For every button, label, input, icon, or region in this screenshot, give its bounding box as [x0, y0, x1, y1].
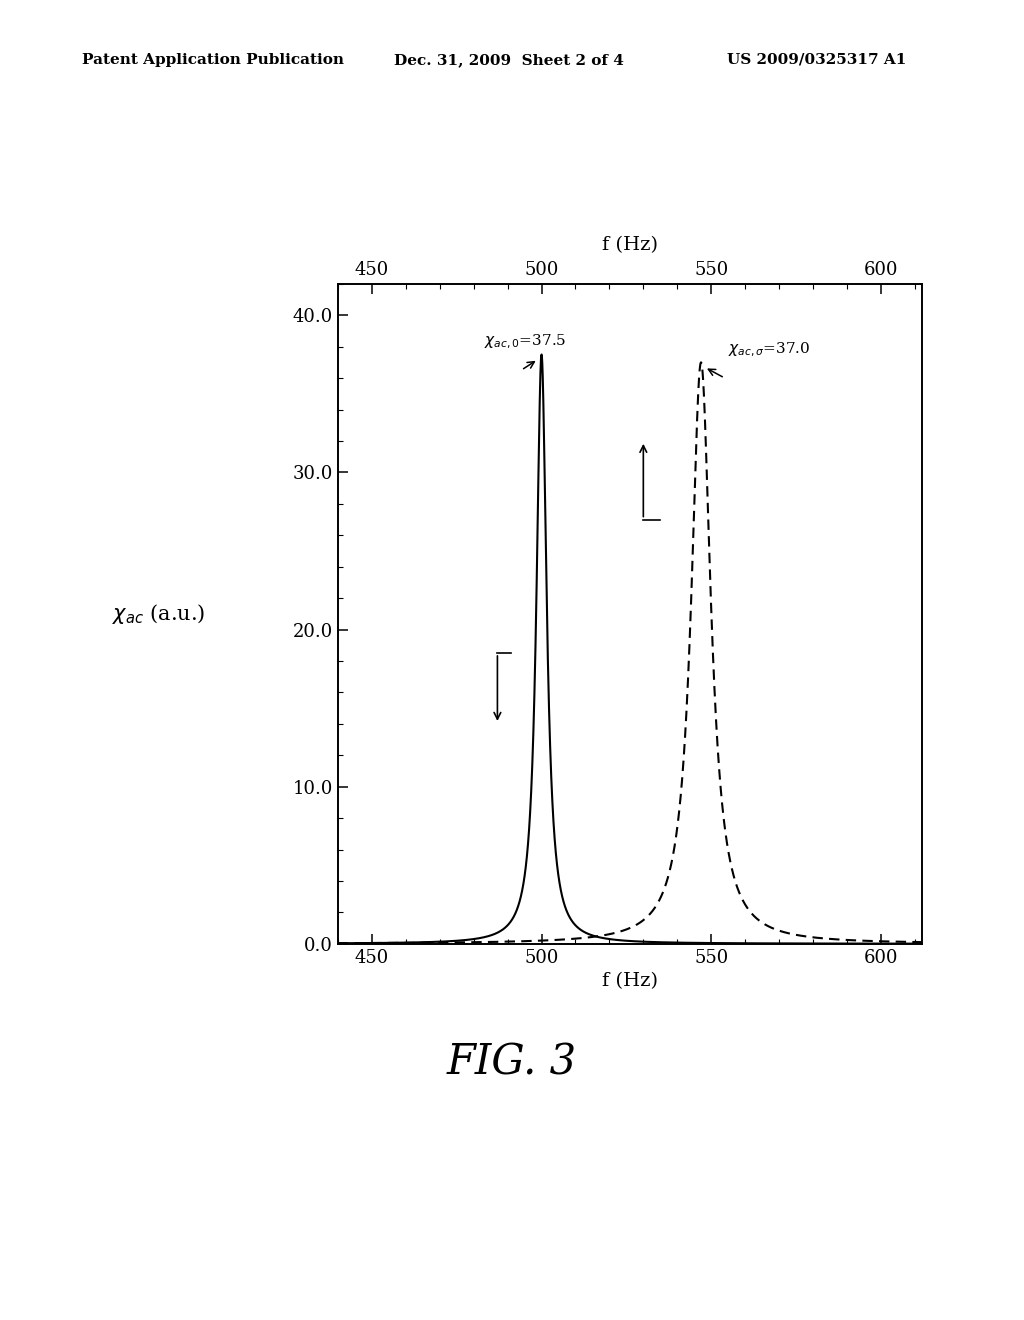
- Text: Dec. 31, 2009  Sheet 2 of 4: Dec. 31, 2009 Sheet 2 of 4: [394, 53, 624, 67]
- Text: $\chi_{ac,0}$=37.5: $\chi_{ac,0}$=37.5: [483, 333, 566, 351]
- Text: FIG. 3: FIG. 3: [446, 1041, 578, 1084]
- X-axis label: f (Hz): f (Hz): [602, 973, 657, 990]
- Text: US 2009/0325317 A1: US 2009/0325317 A1: [727, 53, 906, 67]
- Text: Patent Application Publication: Patent Application Publication: [82, 53, 344, 67]
- Text: $\chi_{ac}$ (a.u.): $\chi_{ac}$ (a.u.): [112, 602, 206, 626]
- Text: $\chi_{ac,\sigma}$=37.0: $\chi_{ac,\sigma}$=37.0: [728, 341, 811, 359]
- X-axis label: f (Hz): f (Hz): [602, 236, 657, 253]
